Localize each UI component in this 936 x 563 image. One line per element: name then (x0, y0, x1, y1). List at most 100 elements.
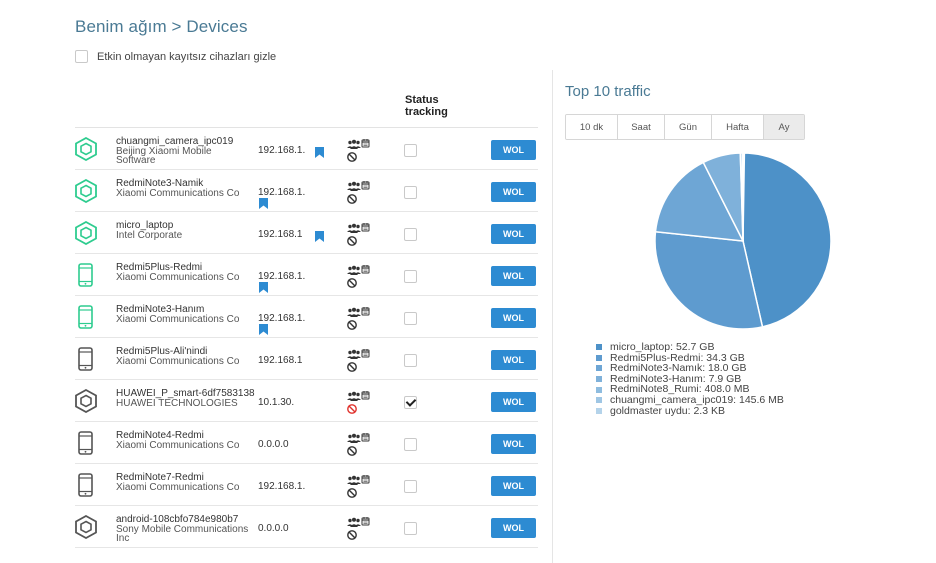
status-header-line2: tracking (405, 106, 448, 118)
status-tracking-checkbox[interactable] (404, 522, 417, 535)
device-name-block[interactable]: RedmiNote7-Redmi Xiaomi Communications Co (116, 473, 256, 492)
device-name-block[interactable]: RedmiNote3-Namik Xiaomi Communications Co (116, 179, 256, 198)
traffic-pie-chart (654, 152, 832, 330)
group-schedule-icon[interactable] (346, 475, 370, 499)
device-name[interactable]: micro_laptop (116, 220, 174, 231)
wol-button[interactable]: WOL (491, 476, 536, 496)
device-name[interactable]: android-108cbfo784e980b7 (116, 514, 239, 525)
group-schedule-icon[interactable] (346, 517, 370, 541)
pie-slice-goldmaster uydu[interactable] (742, 152, 746, 242)
wol-button[interactable]: WOL (491, 434, 536, 454)
legend-label: goldmaster uydu: 2.3 KB (610, 404, 725, 417)
device-name-block[interactable]: micro_laptop Intel Corporate (116, 221, 256, 240)
status-tracking-checkbox[interactable] (404, 144, 417, 157)
wol-button[interactable]: WOL (491, 308, 536, 328)
table-row[interactable]: HUAWEI_P_smart-6df7583138 HUAWEI TECHNOLO… (75, 380, 538, 422)
period-tab[interactable]: Hafta (712, 115, 764, 139)
status-tracking-checkbox[interactable] (404, 312, 417, 325)
wol-button[interactable]: WOL (491, 140, 536, 160)
device-name[interactable]: RedmiNote3-Hanım (116, 304, 205, 315)
legend-item: RedmiNote3-Hanım: 7.9 GB (596, 374, 784, 385)
device-name[interactable]: Redmi5Plus-Ali'nindi (116, 346, 208, 357)
device-vendor: Xiaomi Communications Co (116, 481, 240, 493)
group-schedule-icon[interactable] (346, 139, 370, 163)
period-tab[interactable]: Saat (618, 115, 665, 139)
device-name-block[interactable]: RedmiNote3-Hanım Xiaomi Communications Co (116, 305, 256, 324)
legend-swatch (596, 407, 602, 414)
wol-button[interactable]: WOL (491, 182, 536, 202)
device-name[interactable]: HUAWEI_P_smart-6df7583138 (116, 388, 255, 399)
device-name-block[interactable]: Redmi5Plus-Redmi Xiaomi Communications Co (116, 263, 256, 282)
wol-button[interactable]: WOL (491, 392, 536, 412)
device-ip: 192.168.1 (258, 355, 303, 366)
group-schedule-icon[interactable] (346, 265, 370, 289)
table-row[interactable]: Redmi5Plus-Redmi Xiaomi Communications Co… (75, 254, 538, 296)
group-schedule-blocked-icon[interactable] (346, 391, 370, 415)
device-vendor: Xiaomi Communications Co (116, 271, 240, 283)
status-tracking-checkbox[interactable] (404, 186, 417, 199)
device-name[interactable]: RedmiNote3-Namik (116, 178, 204, 189)
device-name[interactable]: RedmiNote7-Redmi (116, 472, 204, 483)
bookmark-icon[interactable] (315, 229, 324, 242)
hide-inactive-filter[interactable]: Etkin olmayan kayıtsız cihazları gizle (75, 50, 276, 63)
device-name[interactable]: RedmiNote4-Redmi (116, 430, 204, 441)
table-row[interactable]: Redmi5Plus-Ali'nindi Xiaomi Communication… (75, 338, 538, 380)
group-schedule-icon[interactable] (346, 223, 370, 247)
bookmark-icon[interactable] (259, 196, 268, 209)
device-name-block[interactable]: chuangmi_camera_ipc019 Beijing Xiaomi Mob… (116, 137, 256, 166)
device-vendor: Intel Corporate (116, 229, 183, 241)
device-ip: 192.168.1. (258, 313, 306, 324)
legend-item: micro_laptop: 52.7 GB (596, 342, 784, 353)
hide-inactive-checkbox[interactable] (75, 50, 88, 63)
device-name-block[interactable]: android-108cbfo784e980b7 Sony Mobile Comm… (116, 515, 256, 544)
pie-slice-Redmi5Plus-Redmi[interactable] (654, 230, 764, 330)
table-row[interactable]: RedmiNote7-Redmi Xiaomi Communications Co… (75, 464, 538, 506)
status-tracking-checkbox[interactable] (404, 228, 417, 241)
legend-item: RedmiNote3-Namık: 18.0 GB (596, 363, 784, 374)
device-name-block[interactable]: RedmiNote4-Redmi Xiaomi Communications Co (116, 431, 256, 450)
period-tab[interactable]: Gün (665, 115, 712, 139)
table-row[interactable]: android-108cbfo784e980b7 Sony Mobile Comm… (75, 506, 538, 548)
period-tab[interactable]: 10 dk (566, 115, 618, 139)
device-name[interactable]: Redmi5Plus-Redmi (116, 262, 203, 273)
device-vendor: Beijing Xiaomi Mobile (116, 145, 212, 157)
device-name[interactable]: chuangmi_camera_ipc019 (116, 136, 234, 147)
device-name-block[interactable]: HUAWEI_P_smart-6df7583138 HUAWEI TECHNOLO… (116, 389, 256, 408)
status-tracking-checkbox[interactable] (404, 396, 417, 409)
legend-label: micro_laptop: 52.7 GB (610, 341, 715, 353)
device-ip: 0.0.0.0 (258, 523, 289, 534)
device-vendor: Xiaomi Communications Co (116, 187, 240, 199)
bookmark-icon[interactable] (259, 322, 268, 335)
table-row[interactable]: chuangmi_camera_ipc019 Beijing Xiaomi Mob… (75, 128, 538, 170)
group-schedule-icon[interactable] (346, 349, 370, 373)
wol-button[interactable]: WOL (491, 224, 536, 244)
table-row[interactable]: RedmiNote3-Namik Xiaomi Communications Co… (75, 170, 538, 212)
table-row[interactable]: RedmiNote4-Redmi Xiaomi Communications Co… (75, 422, 538, 464)
table-row[interactable]: micro_laptop Intel Corporate 192.168.1 WOL (75, 212, 538, 254)
legend-item: chuangmi_camera_ipc019: 145.6 MB (596, 395, 784, 406)
status-tracking-checkbox[interactable] (404, 480, 417, 493)
hexagon-green-icon (75, 178, 97, 204)
hexagon-gray-icon (75, 388, 97, 414)
legend-swatch (596, 386, 602, 393)
status-tracking-checkbox[interactable] (404, 354, 417, 367)
table-row[interactable]: RedmiNote3-Hanım Xiaomi Communications Co… (75, 296, 538, 338)
pie-slice-RedmiNote3-Namık[interactable] (654, 161, 745, 242)
bookmark-icon[interactable] (315, 145, 324, 158)
group-schedule-icon[interactable] (346, 433, 370, 457)
device-name-block[interactable]: Redmi5Plus-Ali'nindi Xiaomi Communication… (116, 347, 256, 366)
phone-green-icon (75, 263, 97, 287)
device-table: chuangmi_camera_ipc019 Beijing Xiaomi Mob… (75, 128, 538, 548)
group-schedule-icon[interactable] (346, 307, 370, 331)
period-tab[interactable]: Ay (764, 115, 804, 139)
status-tracking-checkbox[interactable] (404, 270, 417, 283)
pie-slice-micro_laptop[interactable] (742, 152, 832, 328)
status-tracking-header: Status tracking (405, 94, 448, 118)
wol-button[interactable]: WOL (491, 350, 536, 370)
status-tracking-checkbox[interactable] (404, 438, 417, 451)
traffic-legend: micro_laptop: 52.7 GB Redmi5Plus-Redmi: 3… (596, 342, 784, 416)
wol-button[interactable]: WOL (491, 518, 536, 538)
group-schedule-icon[interactable] (346, 181, 370, 205)
bookmark-icon[interactable] (259, 280, 268, 293)
wol-button[interactable]: WOL (491, 266, 536, 286)
